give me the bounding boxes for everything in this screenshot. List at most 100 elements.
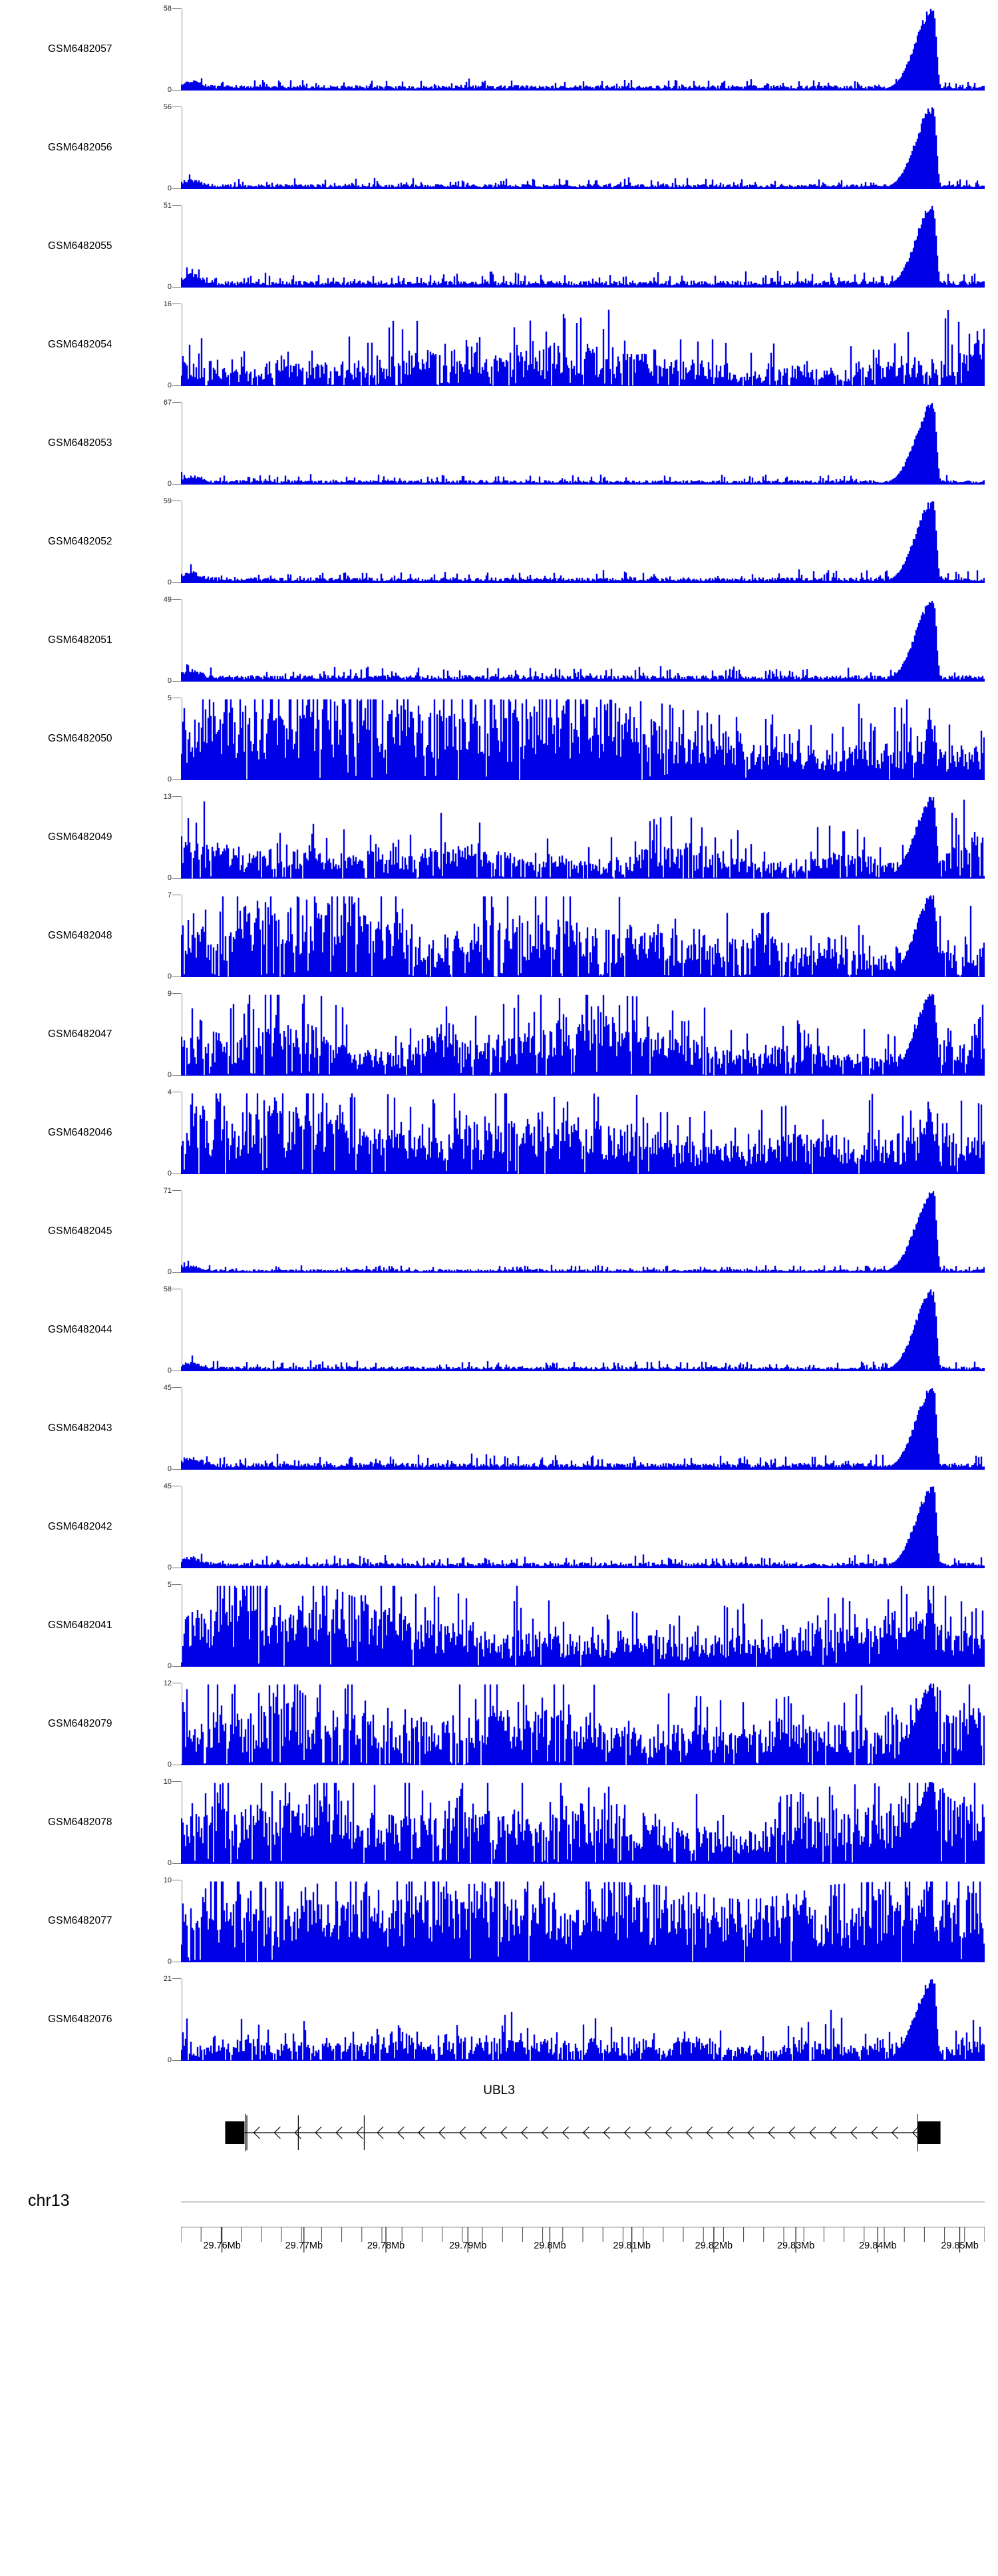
axis-tick-label: 29.79Mb xyxy=(449,2241,487,2251)
coverage-plot[interactable] xyxy=(181,895,985,977)
coverage-area xyxy=(181,107,985,189)
coverage-track: GSM6482052 59 0 xyxy=(0,493,998,591)
gene-strand-arrow-icon xyxy=(644,2126,651,2139)
coverage-track: GSM6482050 5 0 xyxy=(0,690,998,788)
gene-strand-arrow-icon xyxy=(768,2126,775,2139)
track-y-axis: 58 0 xyxy=(160,1286,182,1375)
coverage-plot[interactable] xyxy=(181,698,985,780)
track-sample-label: GSM6482076 xyxy=(48,2014,112,2025)
gene-strand-arrow-icon xyxy=(665,2126,672,2139)
coverage-plot[interactable] xyxy=(181,1880,985,1962)
coverage-plot[interactable] xyxy=(181,1781,985,1864)
coverage-area xyxy=(181,1486,985,1568)
y-axis-min-label: 0 xyxy=(167,1071,172,1079)
gene-strand-arrow-icon xyxy=(377,2126,384,2139)
y-axis-min-label: 0 xyxy=(167,2056,172,2064)
gene-model[interactable] xyxy=(181,2106,985,2155)
y-axis-max-label: 13 xyxy=(163,793,172,801)
coverage-area xyxy=(181,1388,985,1470)
coverage-area xyxy=(181,1683,985,1765)
gene-strand-arrow-icon xyxy=(500,2126,508,2139)
track-sample-label: GSM6482043 xyxy=(48,1422,112,1434)
y-axis-min-label: 0 xyxy=(167,381,172,389)
axis-tick-label: 29.82Mb xyxy=(695,2241,733,2251)
coverage-area xyxy=(181,797,985,879)
gene-strand-arrow-icon xyxy=(830,2126,837,2139)
gene-strand-arrow-icon xyxy=(438,2126,446,2139)
gene-strand-arrow-icon xyxy=(294,2126,301,2139)
y-axis-max-label: 4 xyxy=(167,1088,172,1096)
y-axis-min-label: 0 xyxy=(167,184,172,192)
coverage-plot[interactable] xyxy=(181,8,985,91)
coverage-area xyxy=(181,1782,985,1864)
coverage-track: GSM6482054 16 0 xyxy=(0,296,998,394)
axis-tick-label: 29.85Mb xyxy=(941,2241,979,2251)
coverage-area xyxy=(181,403,985,485)
y-axis-min-label: 0 xyxy=(167,1465,172,1473)
y-axis-tick-bottom xyxy=(172,1075,181,1076)
y-axis-tick-bottom xyxy=(172,484,181,485)
y-axis-tick-bottom xyxy=(172,582,181,583)
track-y-axis: 12 0 xyxy=(160,1679,182,1769)
coverage-plot[interactable] xyxy=(181,1190,985,1273)
track-sample-label: GSM6482079 xyxy=(48,1718,112,1729)
coverage-area xyxy=(181,699,985,780)
coverage-plot[interactable] xyxy=(181,304,985,386)
coverage-plot[interactable] xyxy=(181,1387,985,1470)
y-axis-max-label: 12 xyxy=(163,1679,172,1687)
y-axis-tick-bottom xyxy=(172,1272,181,1273)
coverage-plot[interactable] xyxy=(181,599,985,682)
y-axis-min-label: 0 xyxy=(167,86,172,94)
y-axis-min-label: 0 xyxy=(167,480,172,488)
coverage-plot[interactable] xyxy=(181,993,985,1076)
coverage-area xyxy=(181,895,985,977)
y-axis-tick-bottom xyxy=(172,976,181,977)
y-axis-min-label: 0 xyxy=(167,1761,172,1769)
coverage-plot[interactable] xyxy=(181,1978,985,2061)
track-sample-label: GSM6482049 xyxy=(48,831,112,843)
track-sample-label: GSM6482044 xyxy=(48,1324,112,1335)
gene-strand-arrow-icon xyxy=(603,2126,610,2139)
coverage-tracks-container: GSM6482057 58 0 GSM6482056 56 0 GSM6482055 51 0 G… xyxy=(0,5,998,2064)
coverage-plot[interactable] xyxy=(181,402,985,485)
coverage-plot[interactable] xyxy=(181,1584,985,1667)
coverage-plot[interactable] xyxy=(181,107,985,189)
track-y-axis: 13 0 xyxy=(160,793,182,882)
gene-strand-arrow-icon xyxy=(809,2126,816,2139)
coverage-plot[interactable] xyxy=(181,796,985,879)
y-axis-tick-bottom xyxy=(172,2060,181,2061)
coverage-plot[interactable] xyxy=(181,205,985,288)
chromosome-ruler[interactable] xyxy=(181,2173,985,2253)
y-axis-tick-bottom xyxy=(172,681,181,682)
y-axis-max-label: 5 xyxy=(167,1581,172,1589)
track-sample-label: GSM6482055 xyxy=(48,240,112,252)
y-axis-tick-top xyxy=(172,1387,181,1388)
coverage-track: GSM6482079 12 0 xyxy=(0,1675,998,1773)
track-sample-label: GSM6482078 xyxy=(48,1817,112,1828)
coverage-plot[interactable] xyxy=(181,1683,985,1765)
track-y-axis: 59 0 xyxy=(160,498,182,586)
coverage-plot[interactable] xyxy=(181,501,985,583)
chromosome-axis-panel: chr13 29.76Mb 29.77Mb 29.78Mb 29.79Mb 29.8Mb… xyxy=(0,2169,998,2308)
coverage-area xyxy=(181,9,985,91)
gene-name-label: UBL3 xyxy=(483,2083,515,2097)
y-axis-max-label: 71 xyxy=(163,1187,172,1195)
axis-tick-label: 29.83Mb xyxy=(776,2241,815,2251)
coverage-area xyxy=(181,1093,985,1174)
coverage-plot[interactable] xyxy=(181,1486,985,1568)
gene-strand-arrow-icon xyxy=(356,2126,363,2139)
coverage-plot[interactable] xyxy=(181,1092,985,1174)
gene-exon xyxy=(917,2121,941,2144)
y-axis-tick-top xyxy=(172,8,181,9)
y-axis-max-label: 7 xyxy=(167,891,172,899)
coverage-plot[interactable] xyxy=(181,1289,985,1371)
coverage-area xyxy=(181,1979,985,2061)
coverage-track: GSM6482046 4 0 xyxy=(0,1084,998,1182)
y-axis-max-label: 21 xyxy=(163,1975,172,1983)
y-axis-tick-top xyxy=(172,1978,181,1979)
coverage-track: GSM6482078 10 0 xyxy=(0,1773,998,1872)
track-sample-label: GSM6482041 xyxy=(48,1619,112,1631)
